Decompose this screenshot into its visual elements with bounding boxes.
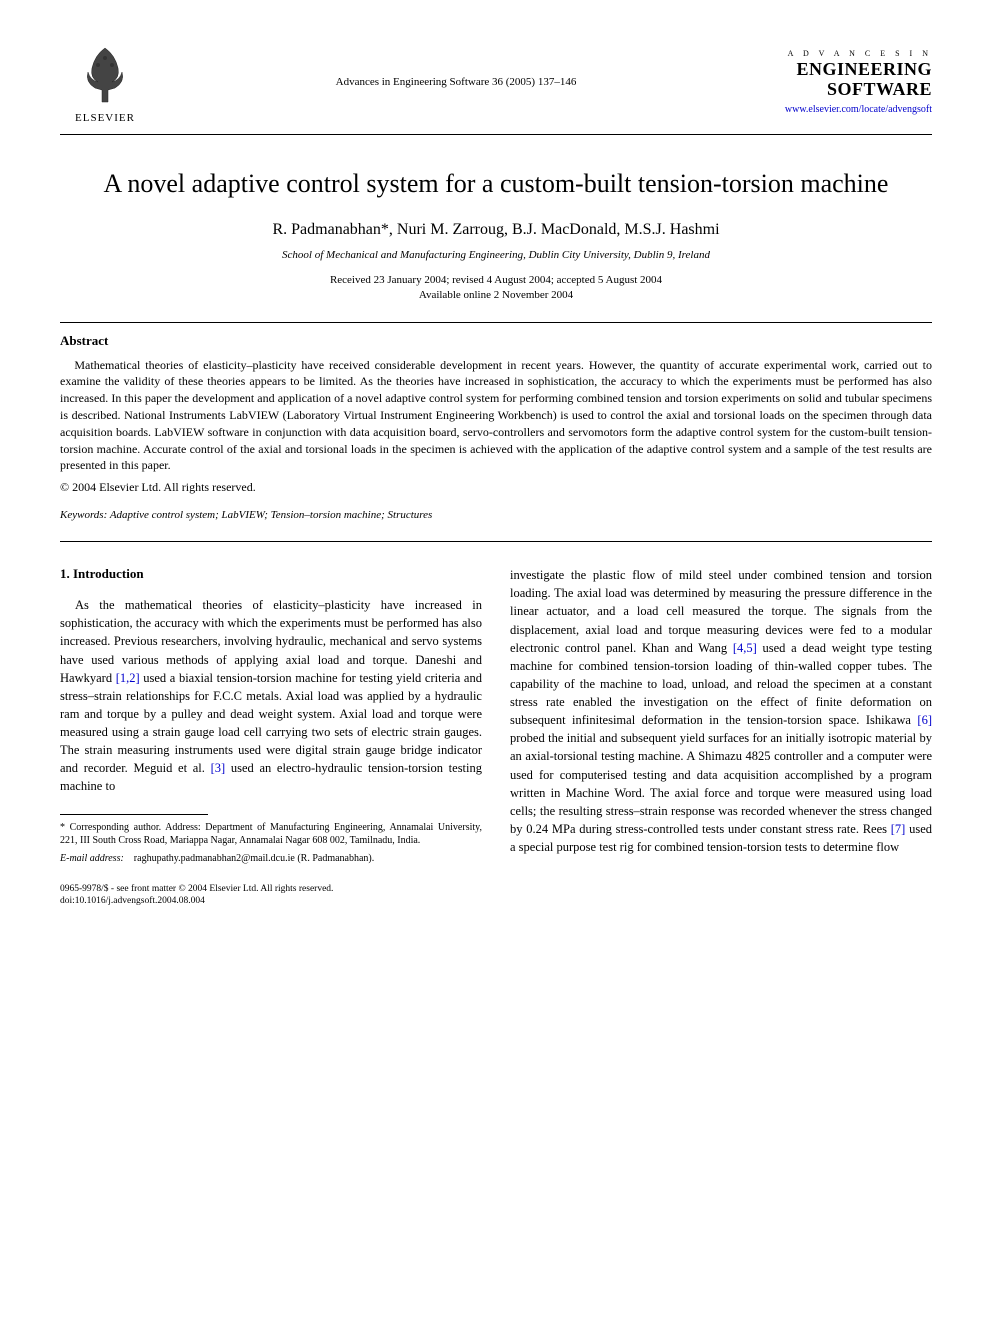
corresponding-email: E-mail address: raghupathy.padmanabhan2@…: [60, 852, 482, 866]
journal-logo-line1: ENGINEERING: [762, 60, 932, 80]
citation-link[interactable]: [3]: [211, 761, 226, 775]
front-matter-line: 0965-9978/$ - see front matter © 2004 El…: [60, 883, 482, 895]
article-title: A novel adaptive control system for a cu…: [60, 167, 932, 201]
left-column: 1. Introduction As the mathematical theo…: [60, 566, 482, 908]
email-label: E-mail address:: [60, 853, 124, 864]
header-rule: [60, 134, 932, 135]
email-author-name: (R. Padmanabhan).: [297, 853, 374, 864]
article-footer: 0965-9978/$ - see front matter © 2004 El…: [60, 883, 482, 908]
citation-link[interactable]: [7]: [891, 822, 906, 836]
publisher-logo: ELSEVIER: [60, 40, 150, 124]
page-header: ELSEVIER Advances in Engineering Softwar…: [60, 40, 932, 124]
section-1-heading: 1. Introduction: [60, 566, 482, 582]
right-column: investigate the plastic flow of mild ste…: [510, 566, 932, 908]
elsevier-tree-icon: [70, 40, 140, 110]
keywords-label: Keywords:: [60, 509, 107, 521]
dates-online: Available online 2 November 2004: [60, 288, 932, 303]
footnote-rule: [60, 814, 208, 815]
keywords: Keywords: Adaptive control system; LabVI…: [60, 509, 932, 521]
corresponding-author-footnote: * Corresponding author. Address: Departm…: [60, 821, 482, 848]
journal-logo-pretitle: A D V A N C E S I N: [762, 49, 932, 58]
citation-link[interactable]: [6]: [917, 713, 932, 727]
dates-received: Received 23 January 2004; revised 4 Augu…: [60, 273, 932, 288]
body-columns: 1. Introduction As the mathematical theo…: [60, 566, 932, 908]
article-dates: Received 23 January 2004; revised 4 Augu…: [60, 273, 932, 304]
citation-link[interactable]: [4,5]: [733, 641, 757, 655]
keywords-text: Adaptive control system; LabVIEW; Tensio…: [107, 509, 432, 521]
author-list: R. Padmanabhan*, Nuri M. Zarroug, B.J. M…: [60, 221, 932, 239]
affiliation: School of Mechanical and Manufacturing E…: [60, 249, 932, 261]
intro-paragraph-left: As the mathematical theories of elastici…: [60, 596, 482, 795]
abstract-text: Mathematical theories of elasticity–plas…: [60, 357, 932, 475]
journal-url-link[interactable]: www.elsevier.com/locate/advengsoft: [762, 104, 932, 115]
abstract-heading: Abstract: [60, 333, 932, 349]
email-address[interactable]: raghupathy.padmanabhan2@mail.dcu.ie: [134, 853, 295, 864]
journal-reference: Advances in Engineering Software 36 (200…: [150, 76, 762, 88]
intro-paragraph-right: investigate the plastic flow of mild ste…: [510, 566, 932, 856]
abstract-top-rule: [60, 322, 932, 323]
publisher-name: ELSEVIER: [75, 112, 135, 124]
doi-line: doi:10.1016/j.advengsoft.2004.08.004: [60, 895, 482, 907]
journal-logo-line2: SOFTWARE: [762, 80, 932, 100]
citation-link[interactable]: [1,2]: [116, 671, 140, 685]
journal-logo: A D V A N C E S I N ENGINEERING SOFTWARE…: [762, 49, 932, 115]
abstract-copyright: © 2004 Elsevier Ltd. All rights reserved…: [60, 480, 932, 495]
abstract-bottom-rule: [60, 541, 932, 542]
